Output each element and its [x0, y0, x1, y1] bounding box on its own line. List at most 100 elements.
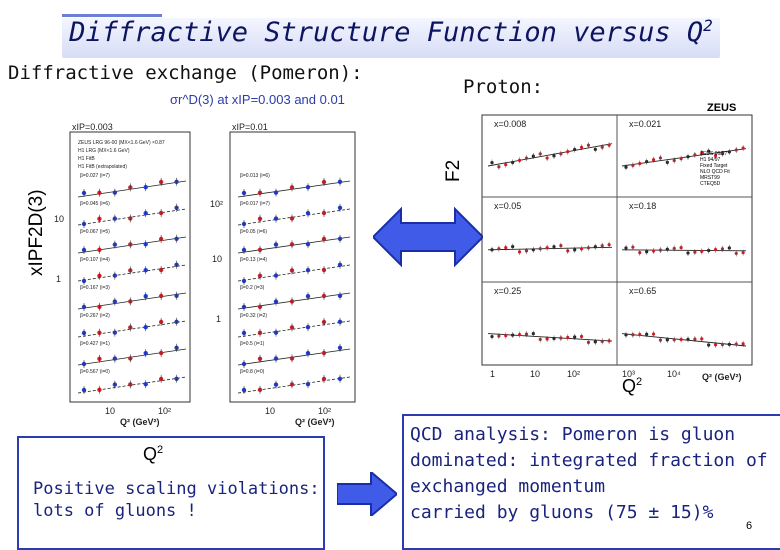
fit-curve: [77, 264, 187, 282]
beta-label: β=0.5 (i=1): [240, 341, 265, 347]
p-xtick-1: 1: [490, 369, 495, 379]
proton-data-series: [487, 142, 747, 348]
beta-label: β=0.8 (i=0): [240, 369, 265, 375]
legend-item-1: ZEUS LRG 96-00 (MX<1.6 GeV) ×0.87: [78, 140, 165, 146]
proton-heading: Proton:: [463, 76, 544, 98]
beta-label: β=0.017 (i=7): [240, 201, 270, 207]
proton-f2-plot: ZEUS x=0.008 x=0.021 x=0.05 x=0.18 x=0.2…: [462, 97, 762, 391]
beta-labels-a: β=0.027 (i=7) β=0.045 (i=6) β=0.067 (i=5) β…: [80, 173, 110, 375]
beta-label: β=0.13 (i=4): [240, 257, 267, 263]
qcd-analysis-text: QCD analysis: Pomeron is gluon dominated…: [410, 422, 768, 526]
left-q2-sup: 2: [157, 444, 164, 456]
fit-curve: [237, 264, 351, 282]
beta-label: β=0.567 (i=0): [80, 369, 110, 375]
legend-item-3: H1 FitB: [78, 156, 95, 162]
title-decoration: [62, 14, 162, 17]
p-xtick-1000: 10³: [622, 369, 635, 379]
ytick-10-2-b: 10²: [210, 199, 223, 209]
p-legend-6: CTEQ5D: [700, 181, 721, 187]
panel-x-018: x=0.18: [629, 201, 656, 211]
left-q2-text: Q: [143, 444, 158, 464]
fit-curve: [77, 208, 187, 226]
panel-b-frame: [229, 131, 356, 403]
diffractive-data-series: [77, 177, 351, 394]
xtick-100-b: 10²: [318, 406, 331, 416]
qcd-analysis-box: QCD analysis: Pomeron is gluon dominated…: [402, 414, 780, 550]
panel-x-025: x=0.25: [494, 286, 521, 296]
xtick-10-a: 10: [105, 406, 115, 416]
qcd-line-1: QCD analysis: Pomeron is gluon: [410, 424, 736, 445]
right-q2-sup: 2: [636, 376, 643, 388]
p-legend-4: NLO QCD Fit: [700, 169, 730, 175]
ytick-10: 10: [54, 214, 64, 224]
p-legend-3: Fixed Target: [700, 163, 728, 169]
panel-x-065: x=0.65: [629, 286, 656, 296]
fit-curve: [237, 208, 351, 226]
qcd-fit-line: [487, 333, 613, 342]
pomeron-heading: Diffractive exchange (Pomeron):: [8, 62, 363, 84]
qcd-fit-line: [487, 143, 613, 167]
beta-label: β=0.107 (i=4): [80, 257, 110, 263]
beta-label: β=0.067 (i=5): [80, 229, 110, 235]
p-xaxis-label: Q² (GeV²): [702, 372, 742, 382]
beta-label: β=0.32 (i=2): [240, 313, 267, 319]
fit-curve: [237, 348, 351, 366]
panel-x-0021: x=0.021: [629, 119, 661, 129]
legend-item-2: H1 LRG (MX<1.6 GeV): [78, 148, 130, 154]
qcd-line-4: carried by gluons (75 ± 15)%: [410, 502, 714, 523]
beta-label: β=0.167 (i=3): [80, 285, 110, 291]
p-xtick-100: 10²: [567, 369, 580, 379]
diffractive-plot-svg: σr^D(3) at xIP=0.003 and 0.01 xIP=0.003 …: [18, 92, 356, 427]
scaling-violation-box: Q2 Positive scaling violations: lots of …: [17, 436, 325, 550]
panel-a-label: xIP=0.003: [72, 122, 113, 132]
p-xtick-10000: 10⁴: [667, 369, 681, 379]
xaxis-label-a: Q² (GeV²): [120, 417, 160, 427]
scaling-line-1: Positive scaling violations:: [33, 479, 320, 499]
beta-label: β=0.045 (i=6): [80, 201, 110, 207]
diffractive-caption: σr^D(3) at xIP=0.003 and 0.01: [170, 92, 345, 107]
legend-item-4: H1 FitB (extrapolated): [78, 164, 127, 170]
xtick-10-b: 10: [265, 406, 275, 416]
panel-a-frame: [69, 131, 191, 403]
p-legend-1: ZEUS 96/97: [700, 151, 727, 157]
beta-label: β=0.427 (i=1): [80, 341, 110, 347]
panel-x-005: x=0.05: [494, 201, 521, 211]
xaxis-label-b: Q² (GeV²): [295, 417, 335, 427]
qcd-fit-line: [621, 249, 747, 252]
proton-plot-svg: ZEUS x=0.008 x=0.021 x=0.05 x=0.18 x=0.2…: [481, 102, 753, 382]
fit-curve: [77, 376, 187, 394]
ytick-1: 1: [56, 274, 61, 284]
ytick-10-b: 10: [212, 254, 222, 264]
xtick-100-a: 10²: [158, 406, 171, 416]
qcd-line-3: exchanged momentum: [410, 476, 606, 497]
slide-title: Diffractive Structure Function versus Q2: [62, 16, 720, 48]
right-q2-text: Q: [622, 376, 637, 396]
fit-curve: [77, 180, 187, 198]
beta-labels-b: β=0.013 (i=6) β=0.017 (i=7) β=0.05 (i=6) β=…: [240, 173, 270, 375]
ytick-1-b: 1: [216, 314, 221, 324]
p-legend-2: H1 94/97: [700, 157, 721, 163]
beta-label: β=0.05 (i=6): [240, 229, 267, 235]
fit-curve: [237, 320, 351, 338]
double-arrow-icon: [373, 206, 483, 268]
panel-b-label: xIP=0.01: [232, 122, 268, 132]
slide-title-sup: 2: [703, 16, 713, 35]
proton-legend: ZEUS 96/97 H1 94/97 Fixed Target NLO QCD…: [700, 151, 730, 187]
beta-label: β=0.027 (i=7): [80, 173, 110, 179]
left-q2-label: Q2: [143, 444, 163, 465]
diffractive-legend: ZEUS LRG 96-00 (MX<1.6 GeV) ×0.87 H1 LRG…: [78, 140, 165, 170]
zeus-header: ZEUS: [707, 102, 736, 114]
fit-curve: [77, 320, 187, 338]
qcd-fit-line: [487, 246, 613, 251]
qcd-line-2: dominated: integrated fraction of: [410, 450, 768, 471]
fit-curve: [237, 180, 351, 198]
beta-label: β=0.013 (i=6): [240, 173, 270, 179]
scaling-line-2: lots of gluons !: [33, 501, 197, 521]
qcd-fit-line: [621, 333, 747, 347]
right-arrow-icon: [337, 472, 397, 516]
beta-label: β=0.2 (i=3): [240, 285, 265, 291]
scaling-violation-text: Positive scaling violations: lots of glu…: [33, 478, 320, 522]
p-legend-5: MRST99: [700, 175, 720, 181]
left-ylabel: xIPF2D(3): [26, 189, 47, 276]
beta-label: β=0.267 (i=2): [80, 313, 110, 319]
